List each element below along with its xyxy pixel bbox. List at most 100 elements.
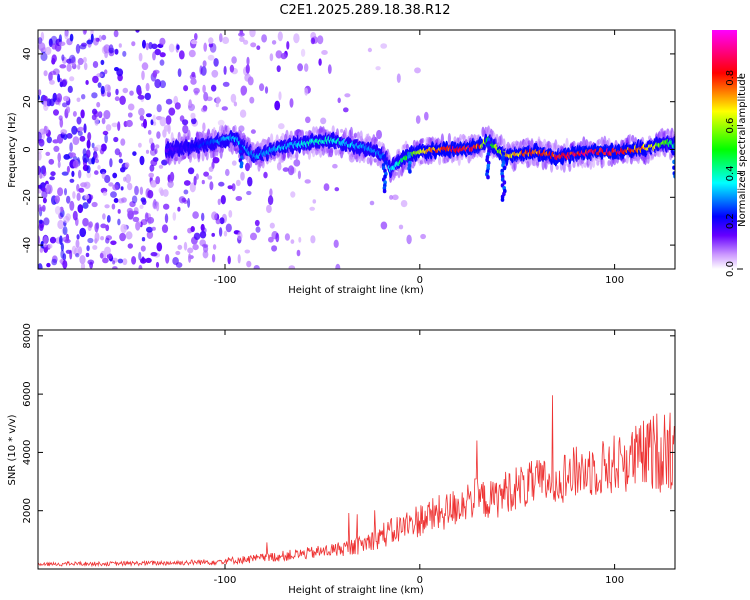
spectrogram-speckle [168, 43, 175, 53]
spectrogram-speckle [47, 244, 53, 249]
spectrogram-speckle [48, 38, 53, 48]
spectrogram-speckle [227, 255, 231, 265]
spectrogram-y-ticks: -40 -20 0 20 40 [22, 48, 675, 253]
spectrogram-speckle [271, 40, 277, 45]
spectrogram-speckle [211, 69, 219, 78]
spectrogram-speckle [120, 186, 124, 191]
spectrogram-speckle [288, 265, 296, 269]
spectrogram-y-tick-label: -40 [22, 237, 33, 253]
spectrogram-speckle [217, 119, 225, 126]
spectrogram-speckle [175, 262, 183, 268]
spectrogram-speckle [61, 54, 65, 61]
spectrogram-speckle [223, 65, 227, 75]
spectrogram-speckle [72, 210, 78, 221]
spectrogram-halo [622, 158, 627, 163]
spectrogram-speckle [58, 34, 63, 44]
spectrogram-speckle [173, 235, 178, 240]
spectrogram-speckle [141, 70, 145, 81]
spectrogram-speckle [290, 239, 295, 244]
spectrogram-halo [349, 126, 353, 139]
spectrogram-speckle [239, 30, 244, 36]
spectrogram-speckle [66, 63, 72, 72]
spectrogram-halo [331, 125, 335, 135]
spectrogram-speckle [120, 138, 126, 146]
spectrogram-speckle [178, 50, 185, 60]
spectrogram-speckle [424, 111, 429, 121]
spectrogram-y-tick-label: 20 [22, 95, 33, 108]
spectrogram-speckle [152, 121, 157, 126]
spectrogram-halo [292, 154, 296, 159]
spectrogram-speckle [80, 182, 88, 188]
spectrogram-speckle [112, 266, 118, 269]
spectrogram-speckle [227, 185, 233, 190]
spectrogram-speckle [222, 81, 230, 87]
spectrogram-halo [555, 165, 559, 170]
spectrogram-speckle [79, 255, 86, 265]
spectrogram-speckle [122, 87, 129, 94]
spectrogram-speckle [127, 243, 133, 249]
spectrogram-speckle [154, 48, 161, 56]
spectrogram-speckle [152, 200, 158, 210]
spectrogram-speckle [127, 182, 133, 191]
spectrogram-speckle [206, 96, 213, 102]
spectrogram-speckle [65, 106, 71, 114]
spectrogram-speckle [138, 107, 145, 117]
spectrogram-speckle [202, 84, 206, 94]
spectrogram-speckle [159, 52, 166, 58]
spectrogram-speckle [155, 144, 160, 149]
spectrogram-halo [502, 138, 506, 149]
spectrogram-speckle [62, 253, 67, 261]
spectrogram-spike [672, 159, 675, 165]
spectrogram-speckle [150, 180, 157, 188]
spectrogram-speckle [152, 51, 156, 61]
spectrogram-halo [246, 154, 250, 164]
spectrogram-speckle [60, 129, 68, 135]
spectrogram-halo [359, 130, 363, 142]
spectrogram-halo [583, 162, 587, 168]
spectrogram-speckle [237, 231, 243, 241]
spectrogram-speckle [57, 160, 61, 169]
spectrogram-speckle [57, 187, 64, 197]
spectrogram-speckle [192, 244, 199, 251]
spectrogram-speckle [38, 165, 42, 176]
spectrogram-speckle [61, 171, 69, 176]
spectrogram-speckle [191, 71, 196, 78]
snr-x-tick-label: 0 [417, 575, 423, 586]
spectrogram-speckle [256, 45, 261, 50]
spectrogram-y-tick-label: 40 [22, 48, 33, 61]
spectrogram-speckle [43, 99, 48, 107]
spectrogram-speckle [280, 52, 287, 60]
spectrogram-speckle [121, 197, 127, 203]
spectrogram-speckle [69, 142, 73, 153]
spectrogram-speckle [246, 56, 250, 66]
spectrogram-speckle [114, 96, 120, 102]
spectrogram-speckle [97, 82, 102, 88]
spectrogram-speckle [172, 212, 177, 221]
spectrogram-y-label: Frequency (Hz) [7, 112, 18, 188]
spectrogram-speckle [175, 250, 181, 256]
spectrogram-speckle [127, 103, 135, 111]
spectrogram-speckle [83, 123, 87, 134]
colorbar-tick-label: 0.8 [725, 70, 736, 86]
spectrogram-speckle [147, 129, 152, 135]
spectrogram-speckle [135, 30, 140, 33]
spectrogram-speckle [54, 195, 60, 204]
spectrogram-speckle [376, 129, 382, 140]
spectrogram-speckle [64, 30, 69, 40]
spectrogram-speckle [113, 30, 119, 38]
spectrogram-speckle [106, 253, 113, 260]
spectrogram-speckle [162, 129, 167, 138]
spectrogram-speckle [269, 53, 274, 62]
spectrogram-speckle [92, 245, 98, 250]
spectrogram-speckle [38, 152, 42, 161]
spectrogram-speckle [145, 42, 149, 51]
spectrogram-speckle [57, 152, 61, 162]
spectrogram-speckle [268, 236, 274, 243]
spectrogram-speckle [235, 179, 241, 187]
spectrogram-halo [300, 129, 304, 137]
spectrogram-speckle [122, 258, 128, 266]
spectrogram-speckle [97, 165, 101, 170]
spectrogram-speckle [91, 201, 98, 208]
spectrogram-speckle [66, 195, 71, 204]
